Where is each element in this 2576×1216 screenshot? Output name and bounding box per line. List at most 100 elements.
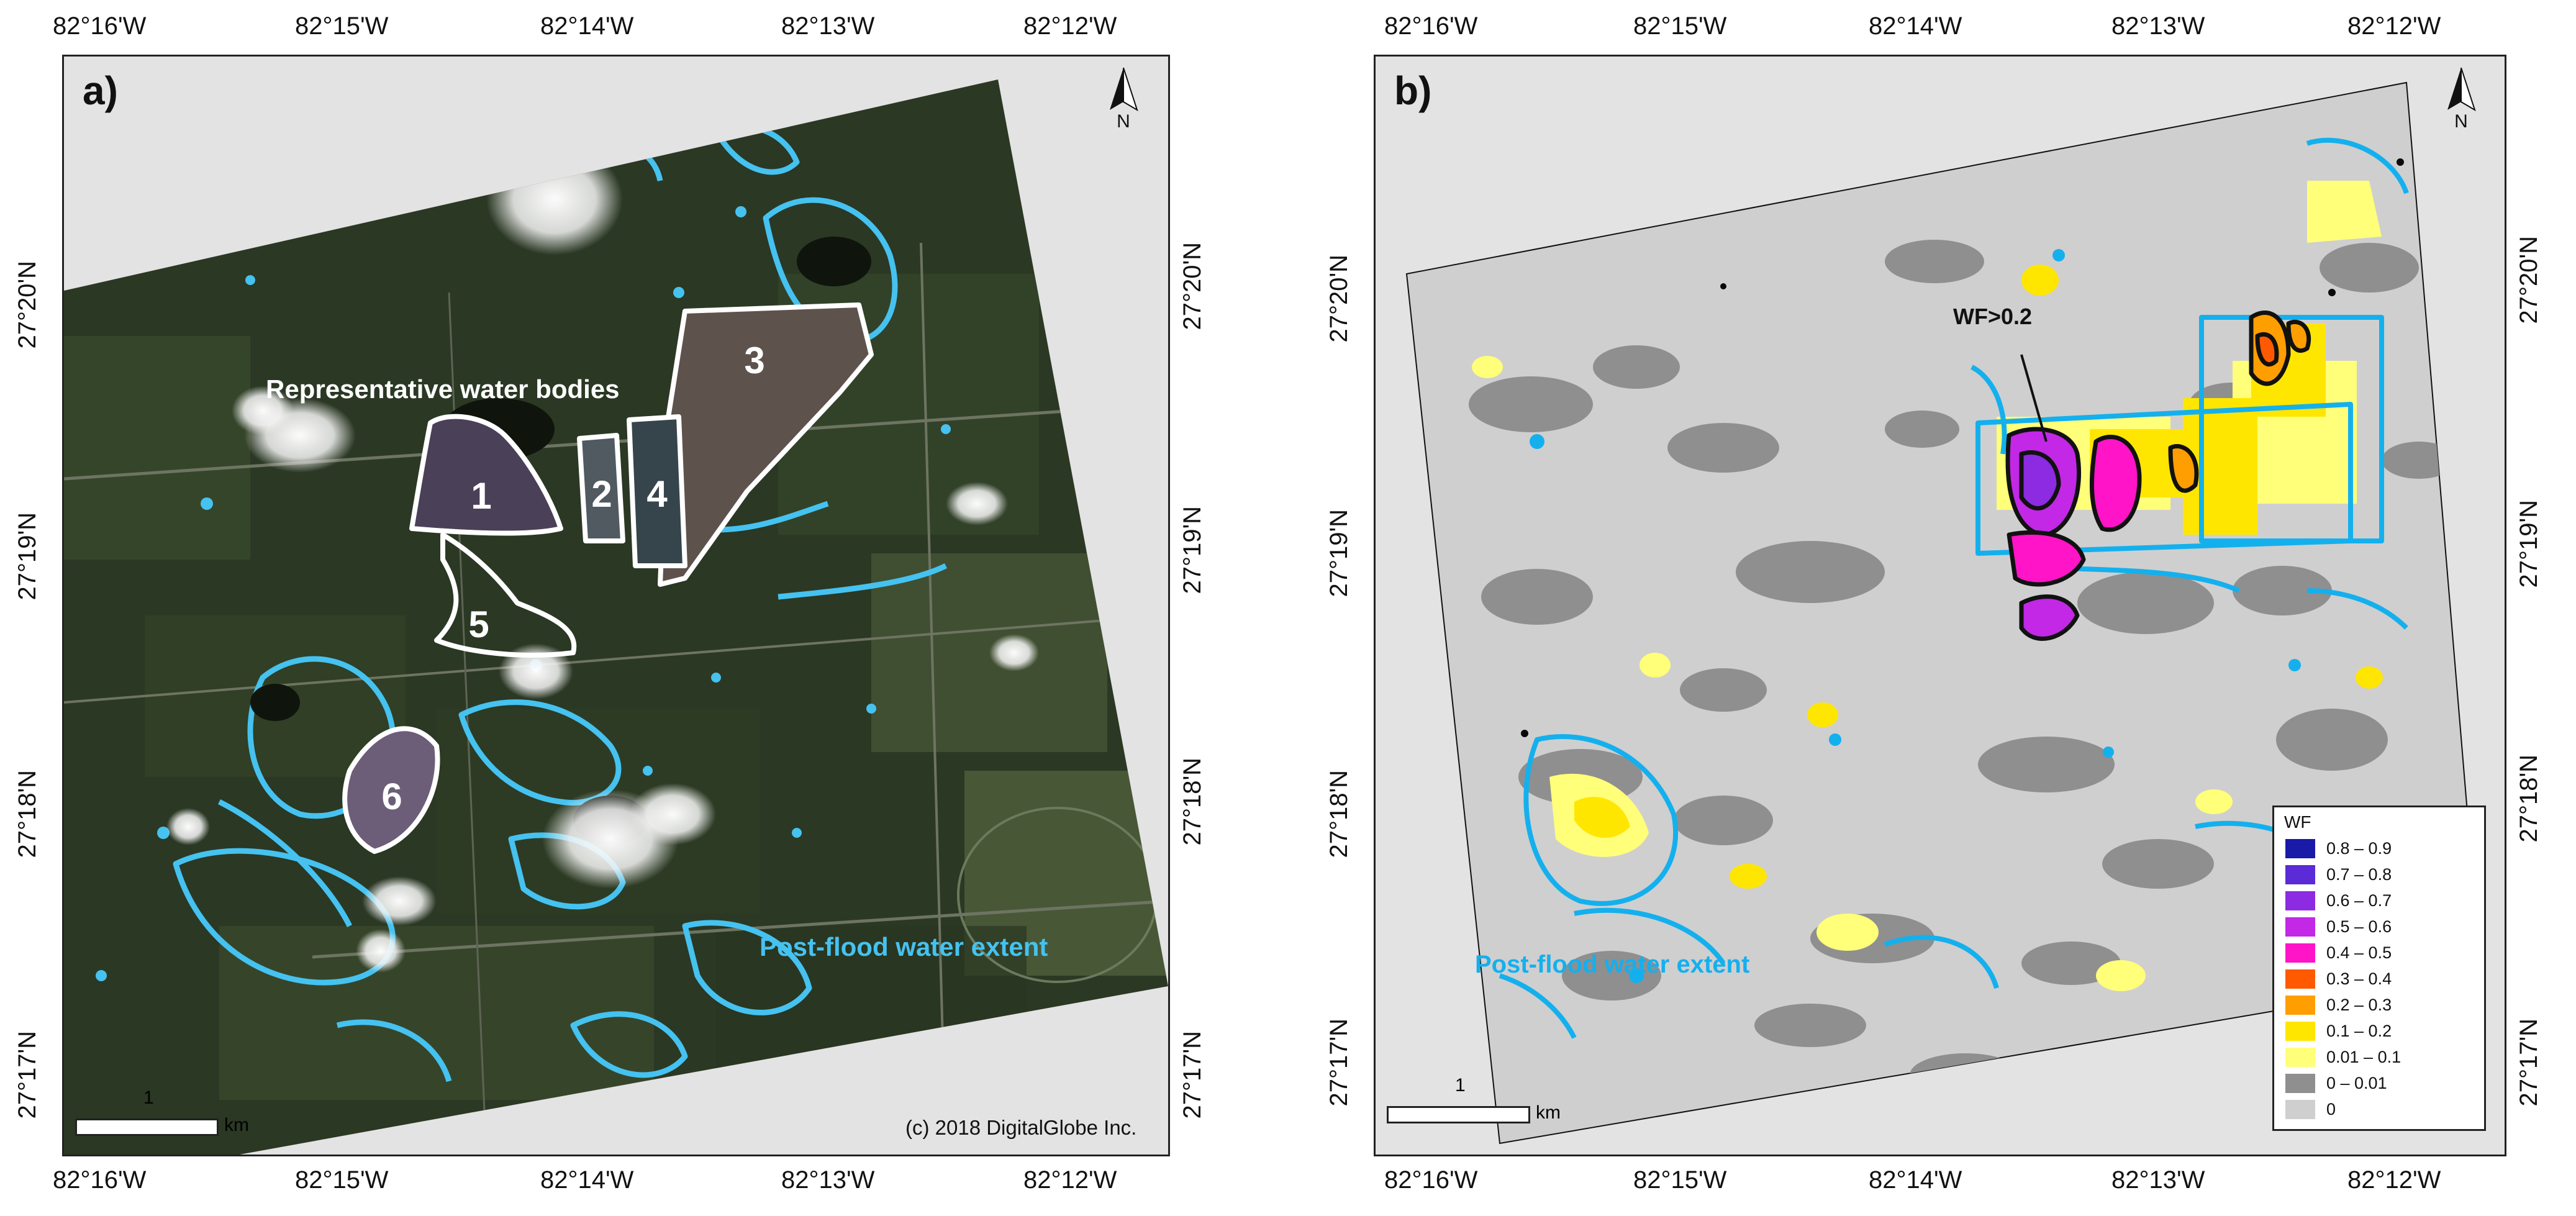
right-lat-label: 27°18'N (1179, 758, 1206, 846)
right-lat-label: 27°19'N (1179, 506, 1206, 594)
panel-letter: a) (83, 68, 118, 113)
scale-value: 1 (143, 1087, 154, 1108)
north-label: N (2454, 111, 2468, 132)
right-lat-label: 27°17'N (2515, 1019, 2542, 1107)
left-lat-label: 27°18'N (14, 770, 41, 858)
north-arrow-icon (1110, 68, 1138, 111)
left-lat-label: 27°20'N (1325, 255, 1353, 343)
legend-item: 0 – 0.01 (2285, 1073, 2387, 1094)
bottom-lon-label: 82°14'W (1869, 1166, 1962, 1194)
scale-value: 1 (1455, 1075, 1466, 1096)
scale-unit: km (1536, 1102, 1561, 1123)
legend-swatch (2285, 943, 2315, 963)
top-lon-label: 82°16'W (1384, 12, 1478, 40)
top-lon-label: 82°13'W (781, 12, 875, 40)
bottom-lon-label: 82°16'W (53, 1166, 147, 1194)
legend-item: 0.4 – 0.5 (2285, 943, 2392, 963)
water-body-label-2: 2 (591, 473, 612, 515)
scale-bar: 1 km (1387, 1075, 1579, 1131)
legend-label: 0.7 – 0.8 (2326, 865, 2392, 884)
legend-item: 0.6 – 0.7 (2285, 891, 2392, 911)
map-frame-b: WF>0.2 Post-flood water extent b) N 1 km… (1374, 55, 2506, 1156)
north-arrow: N (1105, 68, 1142, 132)
legend-label: 0.1 – 0.2 (2326, 1022, 2392, 1040)
scale-bar-graphic (75, 1118, 219, 1136)
water-body-label-6: 6 (381, 776, 402, 817)
legend-label: 0.6 – 0.7 (2326, 891, 2392, 910)
legend-swatch (2285, 865, 2315, 884)
legend-item: 0.8 – 0.9 (2285, 838, 2392, 859)
right-lat-label: 27°17'N (1179, 1031, 1206, 1119)
legend-swatch (2285, 1048, 2315, 1067)
left-lat-label: 27°19'N (1325, 509, 1353, 597)
legend-label: 0 (2326, 1100, 2336, 1118)
panel-b: 82°16'W 82°15'W 82°14'W 82°13'W 82°12'W … (1307, 0, 2574, 1216)
legend-item: 0.2 – 0.3 (2285, 995, 2392, 1015)
scale-unit: km (224, 1115, 249, 1135)
copyright-notice: (c) 2018 DigitalGlobe Inc. (905, 1116, 1137, 1139)
top-lon-label: 82°13'W (2111, 12, 2205, 40)
top-lon-label: 82°12'W (1023, 12, 1117, 40)
legend-swatch (2285, 1074, 2315, 1093)
bottom-lon-label: 82°12'W (2347, 1166, 2441, 1194)
bottom-lon-label: 82°12'W (1023, 1166, 1117, 1194)
left-lat-label: 27°17'N (14, 1031, 41, 1119)
panel-letter: b) (1394, 68, 1432, 113)
legend-swatch (2285, 891, 2315, 910)
bottom-lon-label: 82°13'W (2111, 1166, 2205, 1194)
bottom-lon-label: 82°14'W (540, 1166, 634, 1194)
legend-swatch (2285, 1022, 2315, 1041)
water-body-label-4: 4 (646, 473, 668, 515)
panel-a: 82°16'W 82°15'W 82°14'W 82°13'W 82°12'W … (0, 0, 1267, 1216)
wf-high-water-bodies (2005, 311, 2311, 641)
wf-annotation-leader (2020, 354, 2048, 442)
legend-item: 0.1 – 0.2 (2285, 1021, 2392, 1041)
wf-low-patches (1469, 240, 2456, 1097)
legend-swatch (2285, 996, 2315, 1015)
top-lon-label: 82°15'W (295, 12, 389, 40)
water-body-6 (342, 726, 440, 854)
legend-label: 0.3 – 0.4 (2326, 969, 2392, 988)
satellite-imagery-map: 1 2 3 4 5 6 (64, 79, 1168, 1155)
water-body-5 (434, 532, 577, 658)
legend-label: 0.5 – 0.6 (2326, 917, 2392, 936)
water-body-label-1: 1 (471, 475, 491, 517)
north-label: N (1117, 111, 1130, 132)
legend-label: 0 – 0.01 (2326, 1074, 2387, 1092)
legend-swatch (2285, 917, 2315, 937)
left-lat-label: 27°18'N (1325, 770, 1353, 858)
water-body-1 (409, 414, 563, 536)
legend-label: 0.8 – 0.9 (2326, 839, 2392, 858)
legend-label: 0.01 – 0.1 (2326, 1048, 2401, 1066)
water-body-2 (577, 433, 625, 543)
bottom-lon-label: 82°13'W (781, 1166, 875, 1194)
water-body-label-3: 3 (744, 340, 764, 381)
legend-label: 0.2 – 0.3 (2326, 996, 2392, 1014)
bottom-lon-label: 82°15'W (295, 1166, 389, 1194)
left-lat-label: 27°17'N (1325, 1019, 1353, 1107)
annotation-wf: WF>0.2 (1953, 304, 2033, 329)
annotation-water-bodies: Representative water bodies (266, 374, 620, 404)
right-lat-label: 27°19'N (2515, 500, 2542, 588)
north-arrow: N (2442, 68, 2480, 132)
top-lon-label: 82°16'W (53, 12, 147, 40)
flood-extent-patches (1530, 249, 2450, 1118)
legend-item: 0.01 – 0.1 (2285, 1047, 2401, 1068)
left-lat-label: 27°20'N (14, 261, 41, 349)
top-lon-label: 82°15'W (1633, 12, 1727, 40)
legend-swatch (2285, 1100, 2315, 1119)
annotation-flood-extent: Post-flood water extent (760, 932, 1048, 961)
left-lat-label: 27°19'N (14, 512, 41, 601)
legend-swatch (2285, 839, 2315, 858)
scale-bar: 1 km (75, 1087, 268, 1143)
water-fraction-map (1405, 81, 2482, 1145)
flood-extent-outlines (1499, 137, 2409, 1039)
legend-label: 0.4 – 0.5 (2326, 943, 2392, 962)
water-body-4 (627, 414, 687, 568)
top-lon-label: 82°14'W (1869, 12, 1962, 40)
legend-item: 0.5 – 0.6 (2285, 917, 2392, 937)
annotation-flood-extent: Post-flood water extent (1475, 951, 1750, 978)
right-lat-label: 27°18'N (2515, 755, 2542, 843)
map-frame-a: 1 2 3 4 5 6 Representative water bodies … (62, 55, 1170, 1156)
water-body-label-5: 5 (468, 604, 489, 645)
